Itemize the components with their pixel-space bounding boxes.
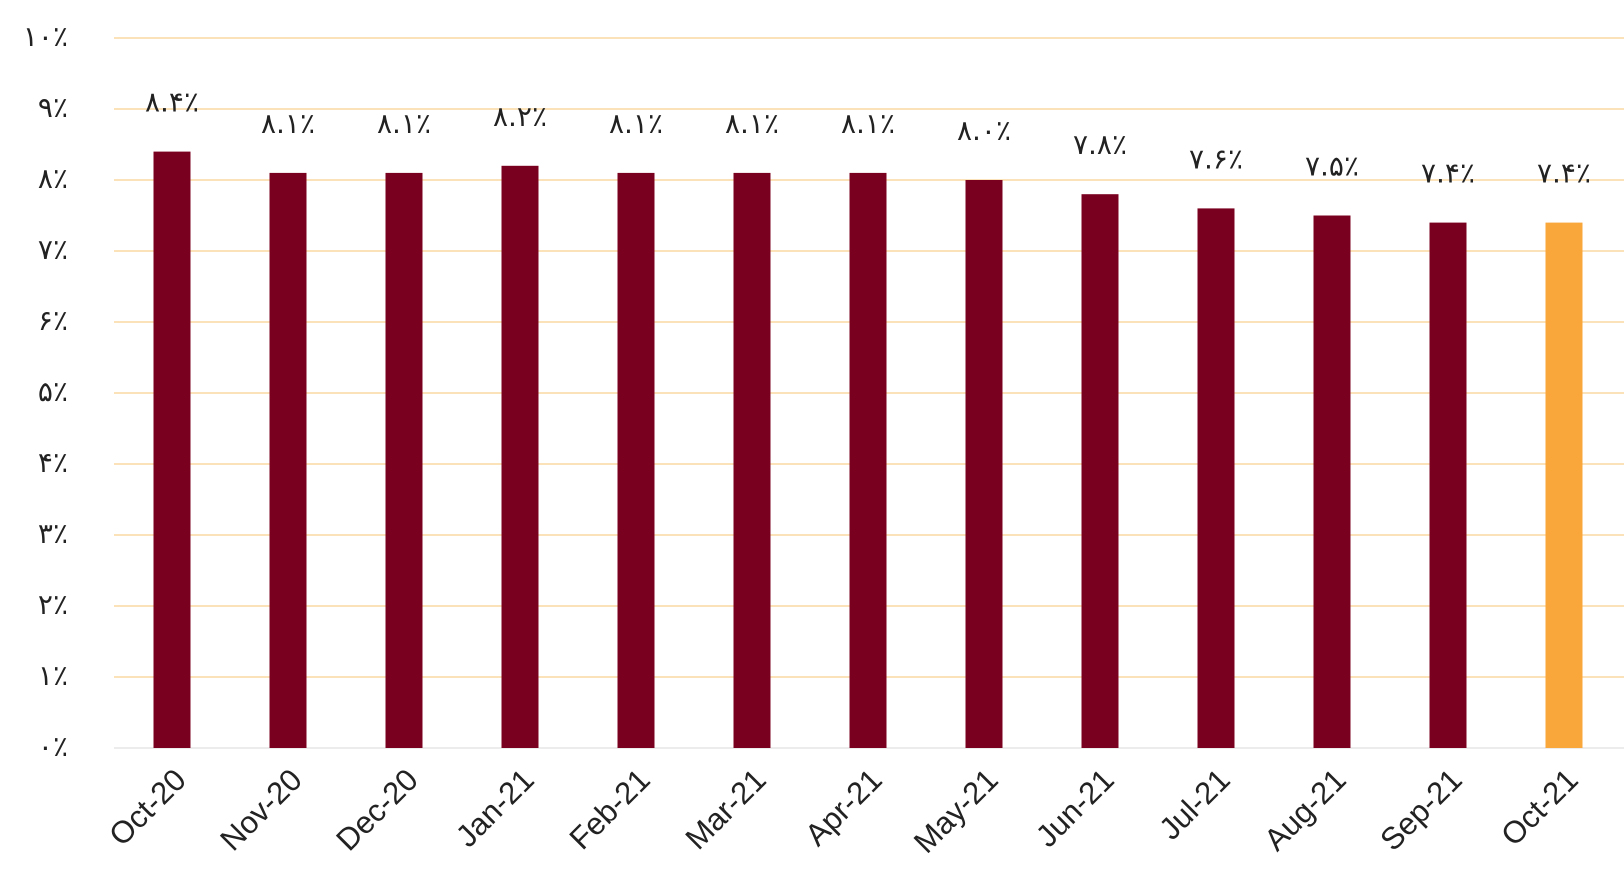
value-label: ۷.۵٪ <box>1305 150 1359 183</box>
bar <box>1545 222 1583 749</box>
value-label: ۷.۸٪ <box>1073 128 1127 161</box>
value-label: ۸.۱٪ <box>841 107 895 140</box>
x-tick-label: Mar-21 <box>679 762 773 856</box>
x-tick-label: Apr-21 <box>798 762 889 853</box>
bar <box>733 172 771 748</box>
x-tick-label: May-21 <box>907 762 1005 860</box>
x-tick-label: Jan-21 <box>449 762 541 854</box>
bar <box>1197 208 1235 748</box>
bar <box>617 172 655 748</box>
y-tick-label: ۵٪ <box>38 375 68 408</box>
value-label: ۸.۰٪ <box>957 114 1011 147</box>
value-label: ۸.۱٪ <box>725 107 779 140</box>
bar <box>269 172 307 748</box>
y-tick-label: ۲٪ <box>38 588 68 621</box>
x-tick-label: Jul-21 <box>1152 762 1236 846</box>
y-tick-label: ۸٪ <box>38 162 68 195</box>
y-tick-label: ۶٪ <box>38 304 68 337</box>
x-tick-label: Nov-20 <box>213 762 308 857</box>
x-tick-label: Sep-21 <box>1373 762 1468 857</box>
x-tick-label: Dec-20 <box>329 762 424 857</box>
x-tick-label: Feb-21 <box>563 762 657 856</box>
bar <box>1313 215 1351 748</box>
y-tick-label: ۰٪ <box>38 730 68 763</box>
y-tick-label: ۹٪ <box>38 91 68 124</box>
bar <box>965 180 1003 748</box>
y-tick-label: ۷٪ <box>38 233 68 266</box>
bar <box>153 151 191 749</box>
x-tick-label: Oct-20 <box>102 762 193 853</box>
value-label: ۸.۴٪ <box>145 86 199 119</box>
value-label: ۷.۴٪ <box>1421 157 1475 190</box>
value-label: ۸.۲٪ <box>493 100 547 133</box>
x-tick-label: Jun-21 <box>1029 762 1121 854</box>
x-tick-label: Aug-21 <box>1257 762 1352 857</box>
bar <box>1429 222 1467 749</box>
bar <box>849 172 887 748</box>
value-label: ۸.۱٪ <box>609 107 663 140</box>
y-tick-label: ۴٪ <box>38 446 68 479</box>
value-label: ۸.۱٪ <box>377 107 431 140</box>
bar <box>1081 194 1119 748</box>
x-tick-label: Oct-21 <box>1494 762 1585 853</box>
y-tick-label: ۱۰٪ <box>23 20 68 53</box>
bar <box>501 165 539 749</box>
value-label: ۷.۴٪ <box>1537 157 1591 190</box>
y-tick-label: ۳٪ <box>38 517 68 550</box>
value-label: ۷.۶٪ <box>1189 142 1243 175</box>
y-tick-label: ۱٪ <box>38 659 68 692</box>
bar <box>385 172 423 748</box>
value-label: ۸.۱٪ <box>261 107 315 140</box>
